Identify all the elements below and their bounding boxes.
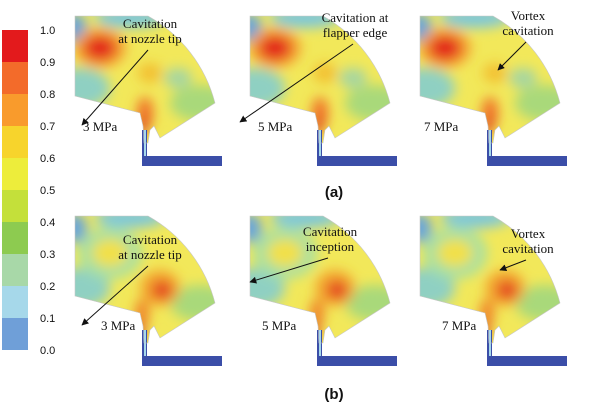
flapper-base	[487, 156, 567, 166]
flapper-base	[142, 356, 222, 366]
colorbar-tick-label: 0.8	[40, 89, 55, 101]
flapper-base	[142, 156, 222, 166]
annotation-text: Cavitation	[303, 224, 358, 239]
colorbar-ticks: 1.0 0.9 0.8 0.7 0.6 0.5 0.4 0.3 0.2 0.1 0.0	[40, 25, 55, 357]
colorbar-tick-label: 0.6	[40, 153, 55, 165]
annotation-text: inception	[306, 239, 355, 254]
annotation-text: at nozzle tip	[118, 247, 182, 262]
colorbar-tick-label: 0.2	[40, 281, 55, 293]
colorbar-tick-label: 0.0	[40, 345, 55, 357]
annotation-text: cavitation	[502, 241, 554, 256]
pressure-label: 3 MPa	[101, 318, 136, 333]
colorbar-band	[2, 158, 28, 190]
colorbar-band	[2, 62, 28, 94]
flapper-base	[317, 356, 397, 366]
colorbar-band	[2, 222, 28, 254]
colorbar-band	[2, 190, 28, 222]
contour-panel	[419, 215, 567, 366]
annotation-arrow	[499, 259, 527, 272]
pressure-label: 3 MPa	[83, 119, 118, 134]
annotation-arrow	[81, 265, 149, 326]
colorbar: 1.0 0.9 0.8 0.7 0.6 0.5 0.4 0.3 0.2 0.1 0.0	[2, 25, 55, 357]
colorbar-band	[2, 254, 28, 286]
annotation-text: Cavitation	[123, 16, 178, 31]
annotation-arrow	[239, 43, 354, 123]
pressure-label: 7 MPa	[442, 318, 477, 333]
colorbar-tick-label: 0.1	[40, 313, 55, 325]
annotation-arrow	[249, 257, 329, 284]
annotation-text: Vortex	[511, 226, 546, 241]
colorbar-tick-label: 1.0	[40, 25, 55, 37]
flapper-base	[317, 156, 397, 166]
colorbar-band	[2, 30, 28, 62]
colorbar-band	[2, 126, 28, 158]
annotation-arrow	[81, 49, 149, 126]
annotation-text: at nozzle tip	[118, 31, 182, 46]
pressure-label: 5 MPa	[262, 318, 297, 333]
colorbar-tick-label: 0.9	[40, 57, 55, 69]
colorbar-band	[2, 318, 28, 350]
annotation-text: Cavitation at	[322, 10, 389, 25]
colorbar-tick-label: 0.3	[40, 249, 55, 261]
annotation-text: flapper edge	[323, 25, 388, 40]
colorbar-band	[2, 286, 28, 318]
flapper-base	[487, 356, 567, 366]
annotation-text: cavitation	[502, 23, 554, 38]
colorbar-swatches	[2, 30, 28, 350]
pressure-label: 5 MPa	[258, 119, 293, 134]
annotation-text: Cavitation	[123, 232, 178, 247]
colorbar-tick-label: 0.7	[40, 121, 55, 133]
annotation-arrow	[497, 41, 527, 71]
colorbar-tick-label: 0.5	[40, 185, 55, 197]
row-label-b: (b)	[324, 386, 343, 403]
colorbar-tick-label: 0.4	[40, 217, 55, 229]
row-label-a: (a)	[325, 184, 343, 201]
colorbar-band	[2, 94, 28, 126]
annotation-text: Vortex	[511, 8, 546, 23]
pressure-label: 7 MPa	[424, 119, 459, 134]
